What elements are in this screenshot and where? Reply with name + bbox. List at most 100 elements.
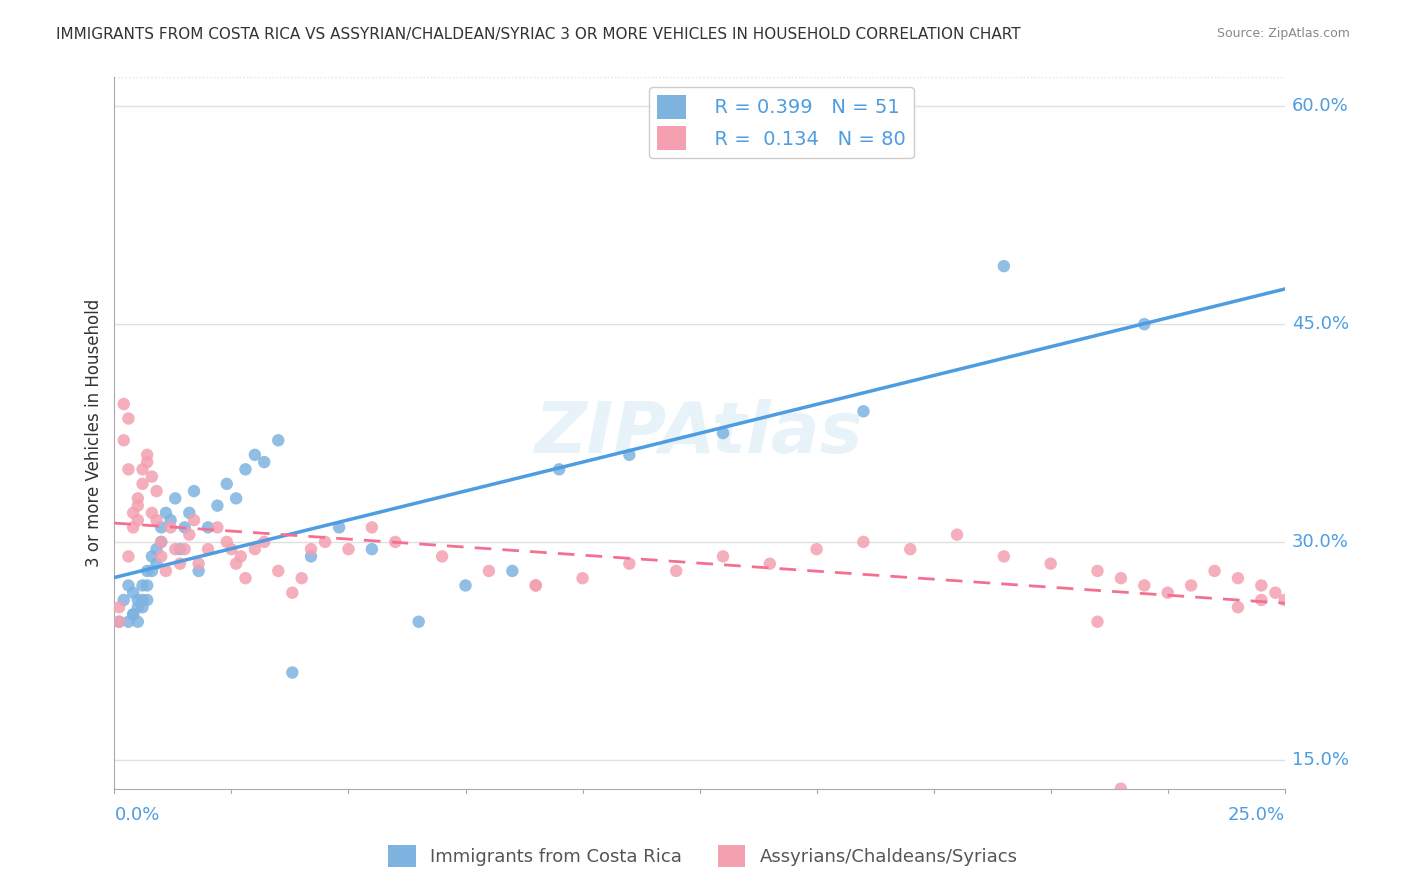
Point — [299, 549, 322, 564]
Point — [898, 542, 921, 557]
Point — [136, 455, 159, 469]
Point — [145, 557, 167, 571]
Point — [1157, 585, 1180, 599]
Point — [141, 549, 163, 564]
Point — [299, 542, 322, 557]
Point — [145, 542, 167, 557]
Point — [127, 615, 149, 629]
Point — [314, 535, 336, 549]
Point — [281, 585, 304, 599]
Point — [207, 499, 229, 513]
Point — [253, 535, 276, 549]
Point — [711, 425, 734, 440]
Point — [1320, 600, 1343, 615]
Point — [1039, 557, 1062, 571]
Point — [619, 448, 641, 462]
Point — [360, 520, 382, 534]
Point — [145, 484, 167, 499]
Point — [127, 593, 149, 607]
Point — [1180, 578, 1202, 592]
Point — [852, 404, 875, 418]
Point — [197, 542, 219, 557]
Point — [619, 557, 641, 571]
Point — [122, 585, 145, 599]
Point — [108, 615, 131, 629]
Point — [131, 593, 153, 607]
Point — [207, 520, 229, 534]
Point — [1204, 564, 1226, 578]
Legend: Immigrants from Costa Rica, Assyrians/Chaldeans/Syriacs: Immigrants from Costa Rica, Assyrians/Ch… — [381, 838, 1025, 874]
Point — [524, 578, 547, 592]
Point — [136, 578, 159, 592]
Point — [150, 549, 173, 564]
Point — [150, 535, 173, 549]
Point — [501, 564, 523, 578]
Point — [1264, 585, 1286, 599]
Text: 25.0%: 25.0% — [1227, 806, 1285, 824]
Point — [1133, 578, 1156, 592]
Point — [183, 513, 205, 527]
Text: 0.0%: 0.0% — [114, 806, 160, 824]
Point — [141, 469, 163, 483]
Point — [548, 462, 571, 476]
Point — [155, 506, 177, 520]
Point — [183, 484, 205, 499]
Point — [145, 513, 167, 527]
Point — [173, 542, 195, 557]
Point — [169, 542, 191, 557]
Point — [155, 564, 177, 578]
Point — [117, 462, 139, 476]
Point — [127, 600, 149, 615]
Point — [112, 434, 135, 448]
Point — [131, 462, 153, 476]
Point — [1087, 564, 1109, 578]
Point — [235, 462, 257, 476]
Point — [253, 455, 276, 469]
Point — [127, 491, 149, 506]
Point — [852, 535, 875, 549]
Point — [165, 542, 187, 557]
Point — [291, 571, 314, 585]
Point — [117, 411, 139, 425]
Point — [225, 557, 247, 571]
Point — [759, 557, 782, 571]
Point — [1274, 593, 1296, 607]
Point — [1306, 585, 1329, 599]
Point — [267, 434, 290, 448]
Point — [806, 542, 828, 557]
Point — [197, 520, 219, 534]
Point — [127, 499, 149, 513]
Point — [136, 448, 159, 462]
Point — [187, 564, 209, 578]
Point — [136, 593, 159, 607]
Point — [141, 564, 163, 578]
Point — [221, 542, 243, 557]
Point — [173, 520, 195, 534]
Point — [267, 564, 290, 578]
Point — [408, 615, 430, 629]
Point — [665, 564, 688, 578]
Point — [384, 535, 406, 549]
Point — [430, 549, 453, 564]
Point — [150, 535, 173, 549]
Point — [946, 527, 969, 541]
Point — [122, 607, 145, 622]
Text: Source: ZipAtlas.com: Source: ZipAtlas.com — [1216, 27, 1350, 40]
Point — [108, 600, 131, 615]
Point — [117, 578, 139, 592]
Point — [159, 520, 181, 534]
Text: 60.0%: 60.0% — [1292, 97, 1348, 115]
Point — [1250, 578, 1272, 592]
Point — [1109, 571, 1132, 585]
Point — [131, 476, 153, 491]
Point — [328, 520, 350, 534]
Point — [108, 615, 131, 629]
Point — [141, 506, 163, 520]
Point — [179, 527, 201, 541]
Point — [235, 571, 257, 585]
Point — [150, 520, 173, 534]
Point — [993, 549, 1015, 564]
Point — [454, 578, 477, 592]
Point — [165, 491, 187, 506]
Point — [478, 564, 501, 578]
